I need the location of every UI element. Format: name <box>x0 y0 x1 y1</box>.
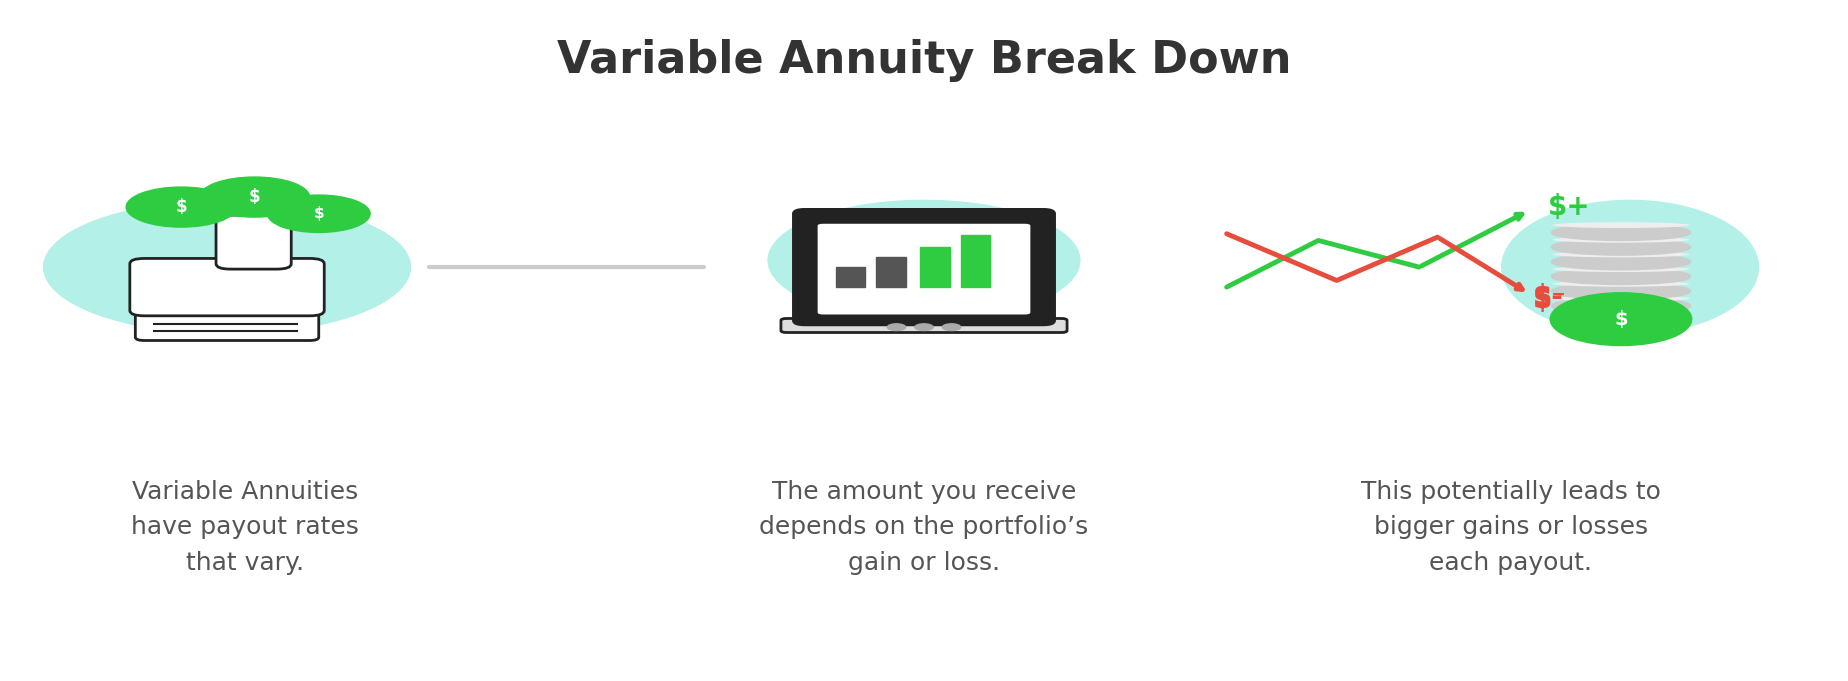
Ellipse shape <box>769 200 1079 321</box>
Text: $: $ <box>314 206 323 221</box>
Ellipse shape <box>1552 284 1689 298</box>
Ellipse shape <box>1552 313 1689 328</box>
Ellipse shape <box>1552 237 1689 242</box>
Bar <box>920 247 950 287</box>
FancyBboxPatch shape <box>817 224 1031 315</box>
Ellipse shape <box>1552 251 1689 257</box>
Ellipse shape <box>1502 200 1759 334</box>
Text: $-: $- <box>1534 283 1563 311</box>
Ellipse shape <box>1552 298 1689 313</box>
Ellipse shape <box>1552 222 1689 228</box>
Ellipse shape <box>1552 266 1689 272</box>
Ellipse shape <box>1552 225 1689 240</box>
Text: $: $ <box>176 198 187 216</box>
Ellipse shape <box>1552 296 1689 302</box>
Ellipse shape <box>1552 269 1689 284</box>
FancyBboxPatch shape <box>216 215 292 269</box>
Circle shape <box>268 195 370 232</box>
Circle shape <box>915 324 933 330</box>
Circle shape <box>126 187 237 227</box>
Text: $: $ <box>1613 310 1628 329</box>
Text: Variable Annuity Break Down: Variable Annuity Break Down <box>556 39 1292 82</box>
Ellipse shape <box>1552 240 1689 255</box>
FancyBboxPatch shape <box>795 210 1053 324</box>
Bar <box>961 235 991 287</box>
Ellipse shape <box>1552 255 1689 269</box>
Text: Variable Annuities
have payout rates
that vary.: Variable Annuities have payout rates tha… <box>131 480 359 575</box>
Text: This potentially leads to
bigger gains or losses
each payout.: This potentially leads to bigger gains o… <box>1360 480 1661 575</box>
Circle shape <box>942 324 961 330</box>
Text: $+: $+ <box>1547 193 1591 221</box>
FancyBboxPatch shape <box>782 319 1066 332</box>
Circle shape <box>1550 294 1691 345</box>
Text: $: $ <box>249 188 261 206</box>
FancyBboxPatch shape <box>135 307 318 340</box>
FancyBboxPatch shape <box>129 259 323 316</box>
Ellipse shape <box>1552 281 1689 287</box>
Ellipse shape <box>1552 311 1689 316</box>
Bar <box>876 257 906 287</box>
Text: The amount you receive
depends on the portfolio’s
gain or loss.: The amount you receive depends on the po… <box>760 480 1088 575</box>
Circle shape <box>200 177 310 217</box>
Bar <box>835 267 865 287</box>
Circle shape <box>887 324 906 330</box>
Circle shape <box>44 200 410 334</box>
Text: $⁻: $⁻ <box>1534 287 1567 315</box>
